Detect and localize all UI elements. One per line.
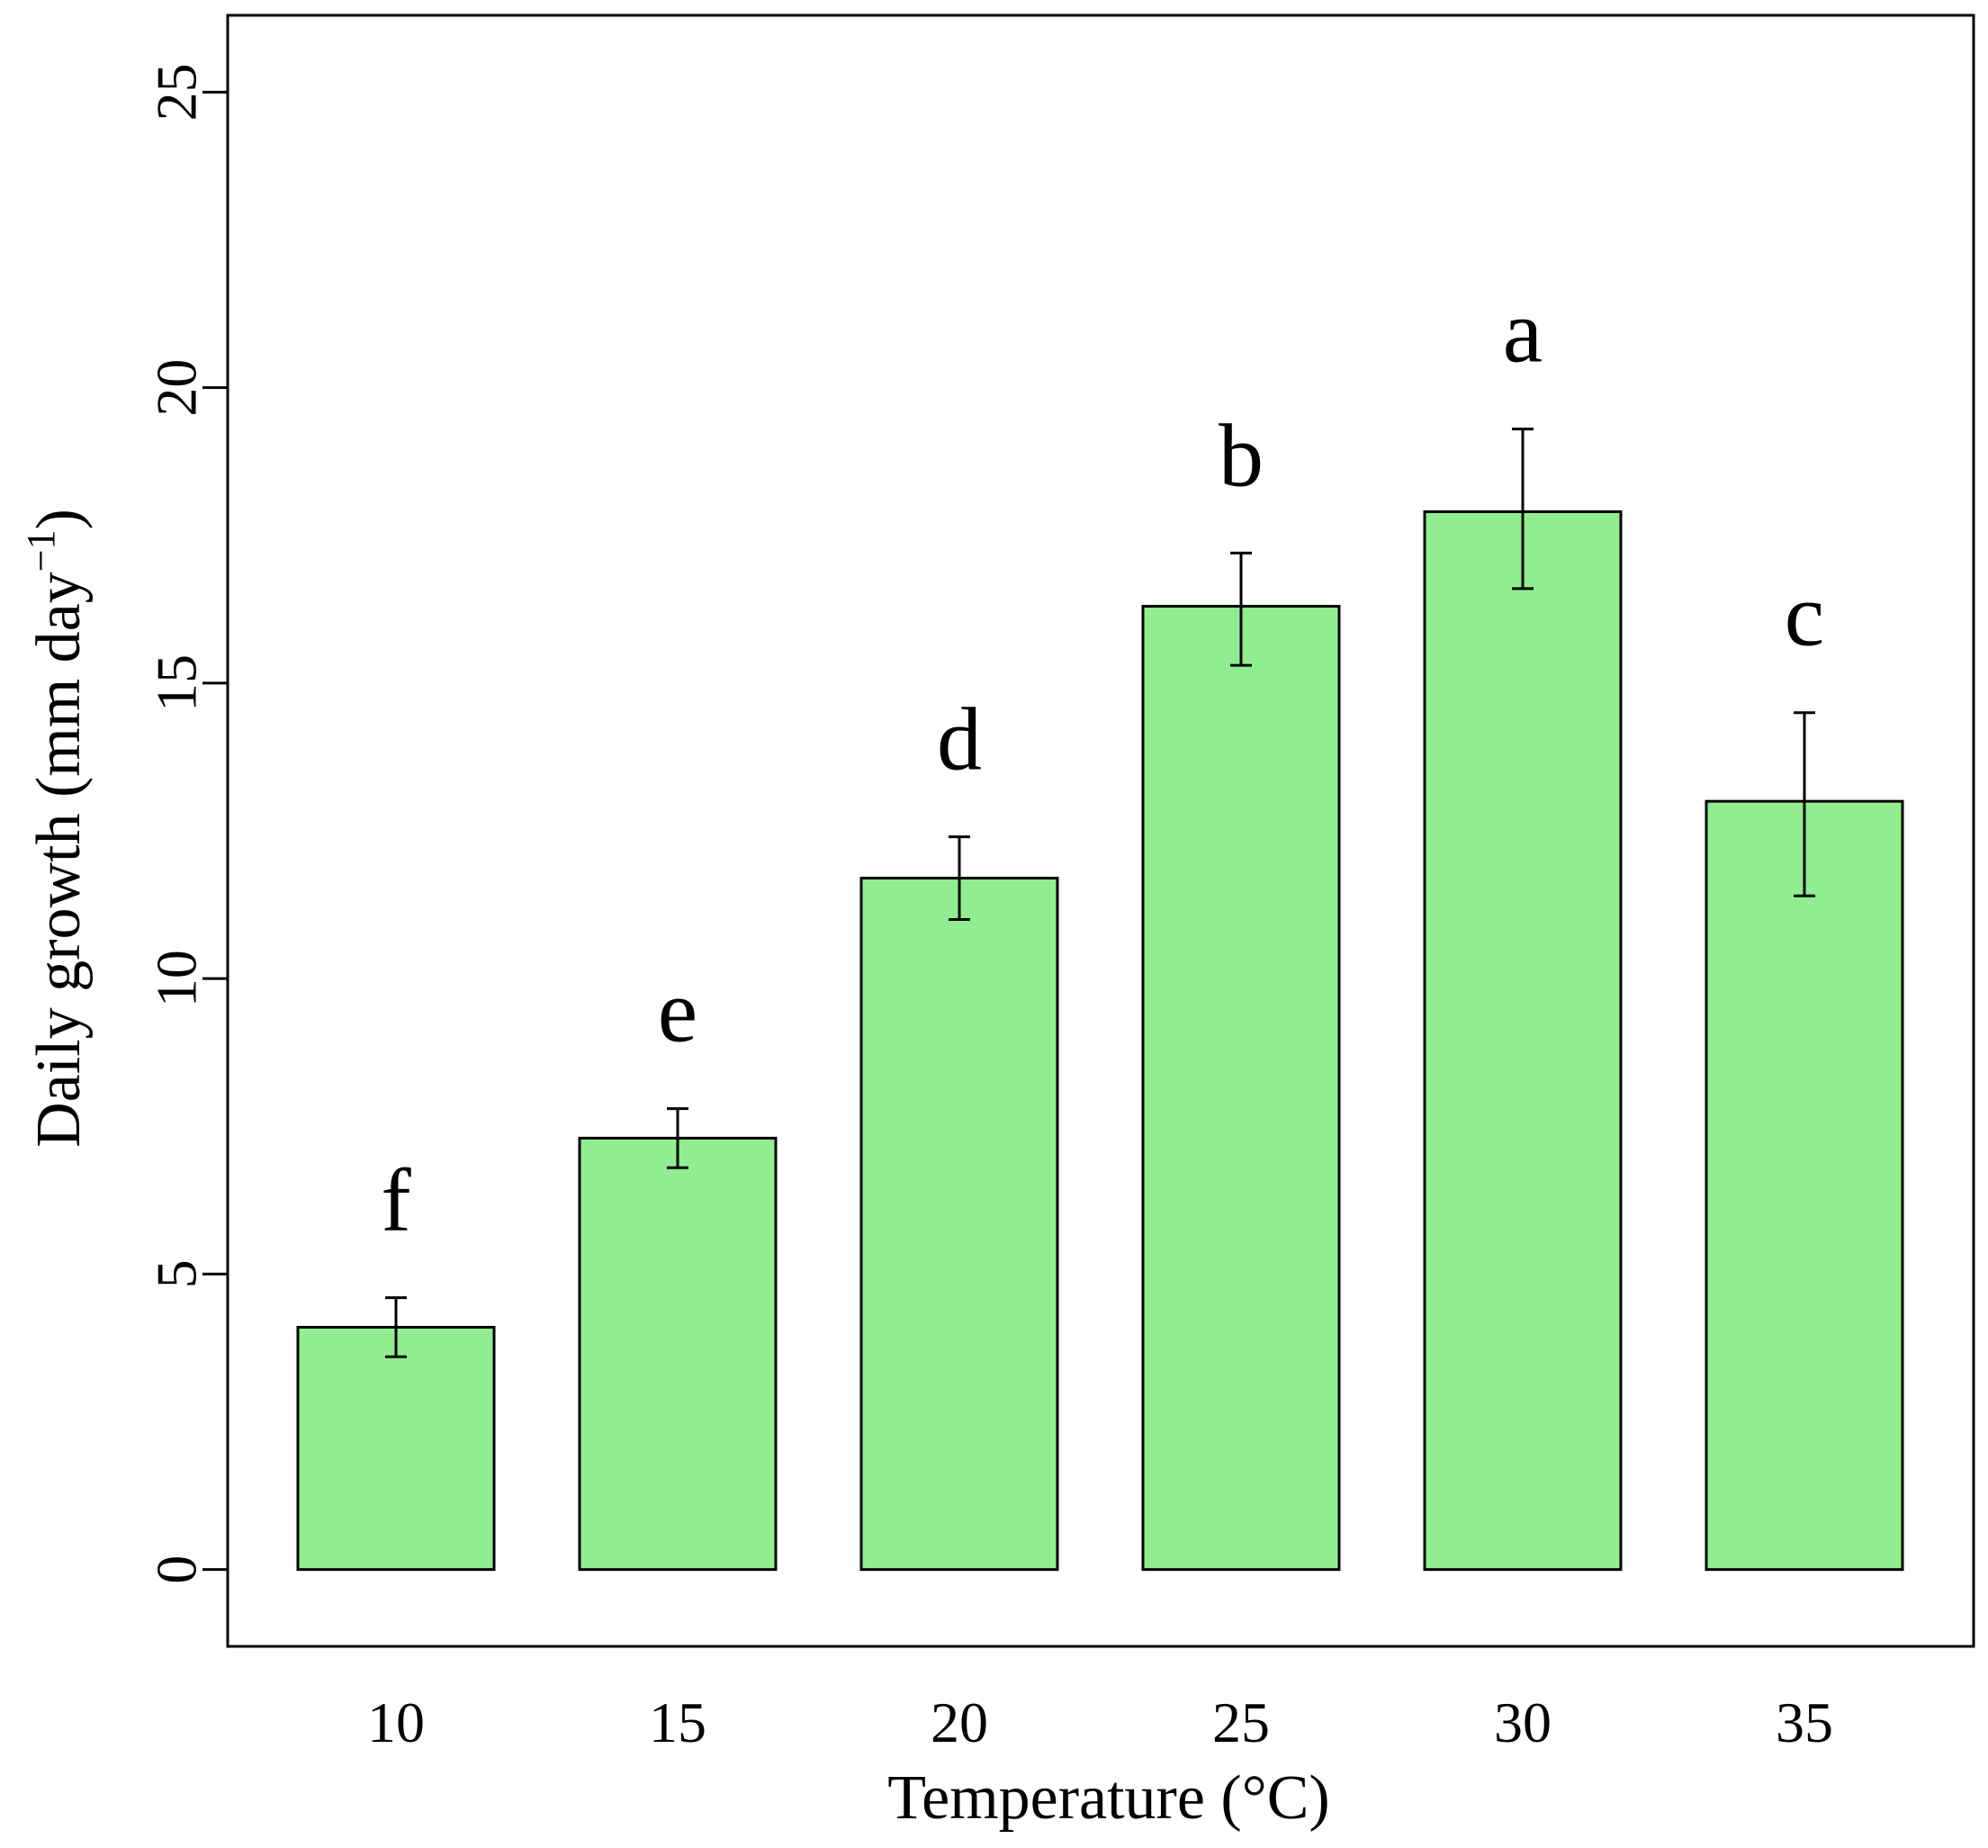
error-bar-25 bbox=[1230, 551, 1252, 667]
significance-letter-15: e bbox=[658, 961, 697, 1061]
y-axis-title-main: Daily growth (mm day bbox=[24, 572, 94, 1148]
y-axis-title-superscript: −1 bbox=[19, 529, 63, 572]
bar-35 bbox=[1705, 799, 1904, 1572]
x-tick-label: 20 bbox=[931, 1690, 988, 1754]
error-bar-35 bbox=[1794, 711, 1815, 897]
significance-letter-25: b bbox=[1219, 405, 1264, 505]
bar-30 bbox=[1423, 509, 1623, 1572]
y-tick-label: 0 bbox=[144, 1555, 208, 1584]
bar-15 bbox=[578, 1136, 778, 1572]
bars bbox=[296, 509, 1904, 1572]
significance-letters: f e d b a c bbox=[381, 282, 1824, 1250]
significance-letter-20: d bbox=[937, 690, 982, 789]
x-axis-title: Temperature (°C) bbox=[887, 1763, 1329, 1833]
error-bar-30 bbox=[1512, 428, 1534, 590]
significance-letter-30: a bbox=[1503, 282, 1543, 382]
bar-10 bbox=[296, 1325, 496, 1572]
y-tick-label: 15 bbox=[144, 654, 208, 712]
bar-20 bbox=[859, 877, 1059, 1572]
error-bar-10 bbox=[385, 1296, 407, 1358]
y-axis: 0 5 10 15 20 25 bbox=[144, 63, 228, 1584]
x-tick-label: 25 bbox=[1212, 1690, 1270, 1754]
x-tick-label: 35 bbox=[1776, 1690, 1833, 1754]
y-tick-label: 5 bbox=[144, 1259, 208, 1288]
y-axis-title: Daily growth (mm day−1) bbox=[19, 509, 94, 1148]
y-tick-label: 25 bbox=[144, 63, 208, 121]
bar-25 bbox=[1141, 605, 1341, 1572]
significance-letter-35: c bbox=[1785, 565, 1824, 665]
x-tick-label: 10 bbox=[367, 1690, 425, 1754]
x-tick-label: 15 bbox=[649, 1690, 706, 1754]
error-bar-15 bbox=[667, 1107, 688, 1169]
error-bar-20 bbox=[949, 835, 970, 921]
error-bars bbox=[385, 428, 1815, 1358]
plot-frame bbox=[226, 14, 1975, 1648]
x-tick-label: 30 bbox=[1494, 1690, 1552, 1754]
x-axis: 10 15 20 25 30 35 bbox=[367, 1690, 1833, 1754]
y-tick-label: 20 bbox=[144, 359, 208, 417]
y-axis-title-close: ) bbox=[24, 509, 94, 529]
significance-letter-10: f bbox=[381, 1150, 411, 1250]
y-tick-label: 10 bbox=[144, 950, 208, 1007]
